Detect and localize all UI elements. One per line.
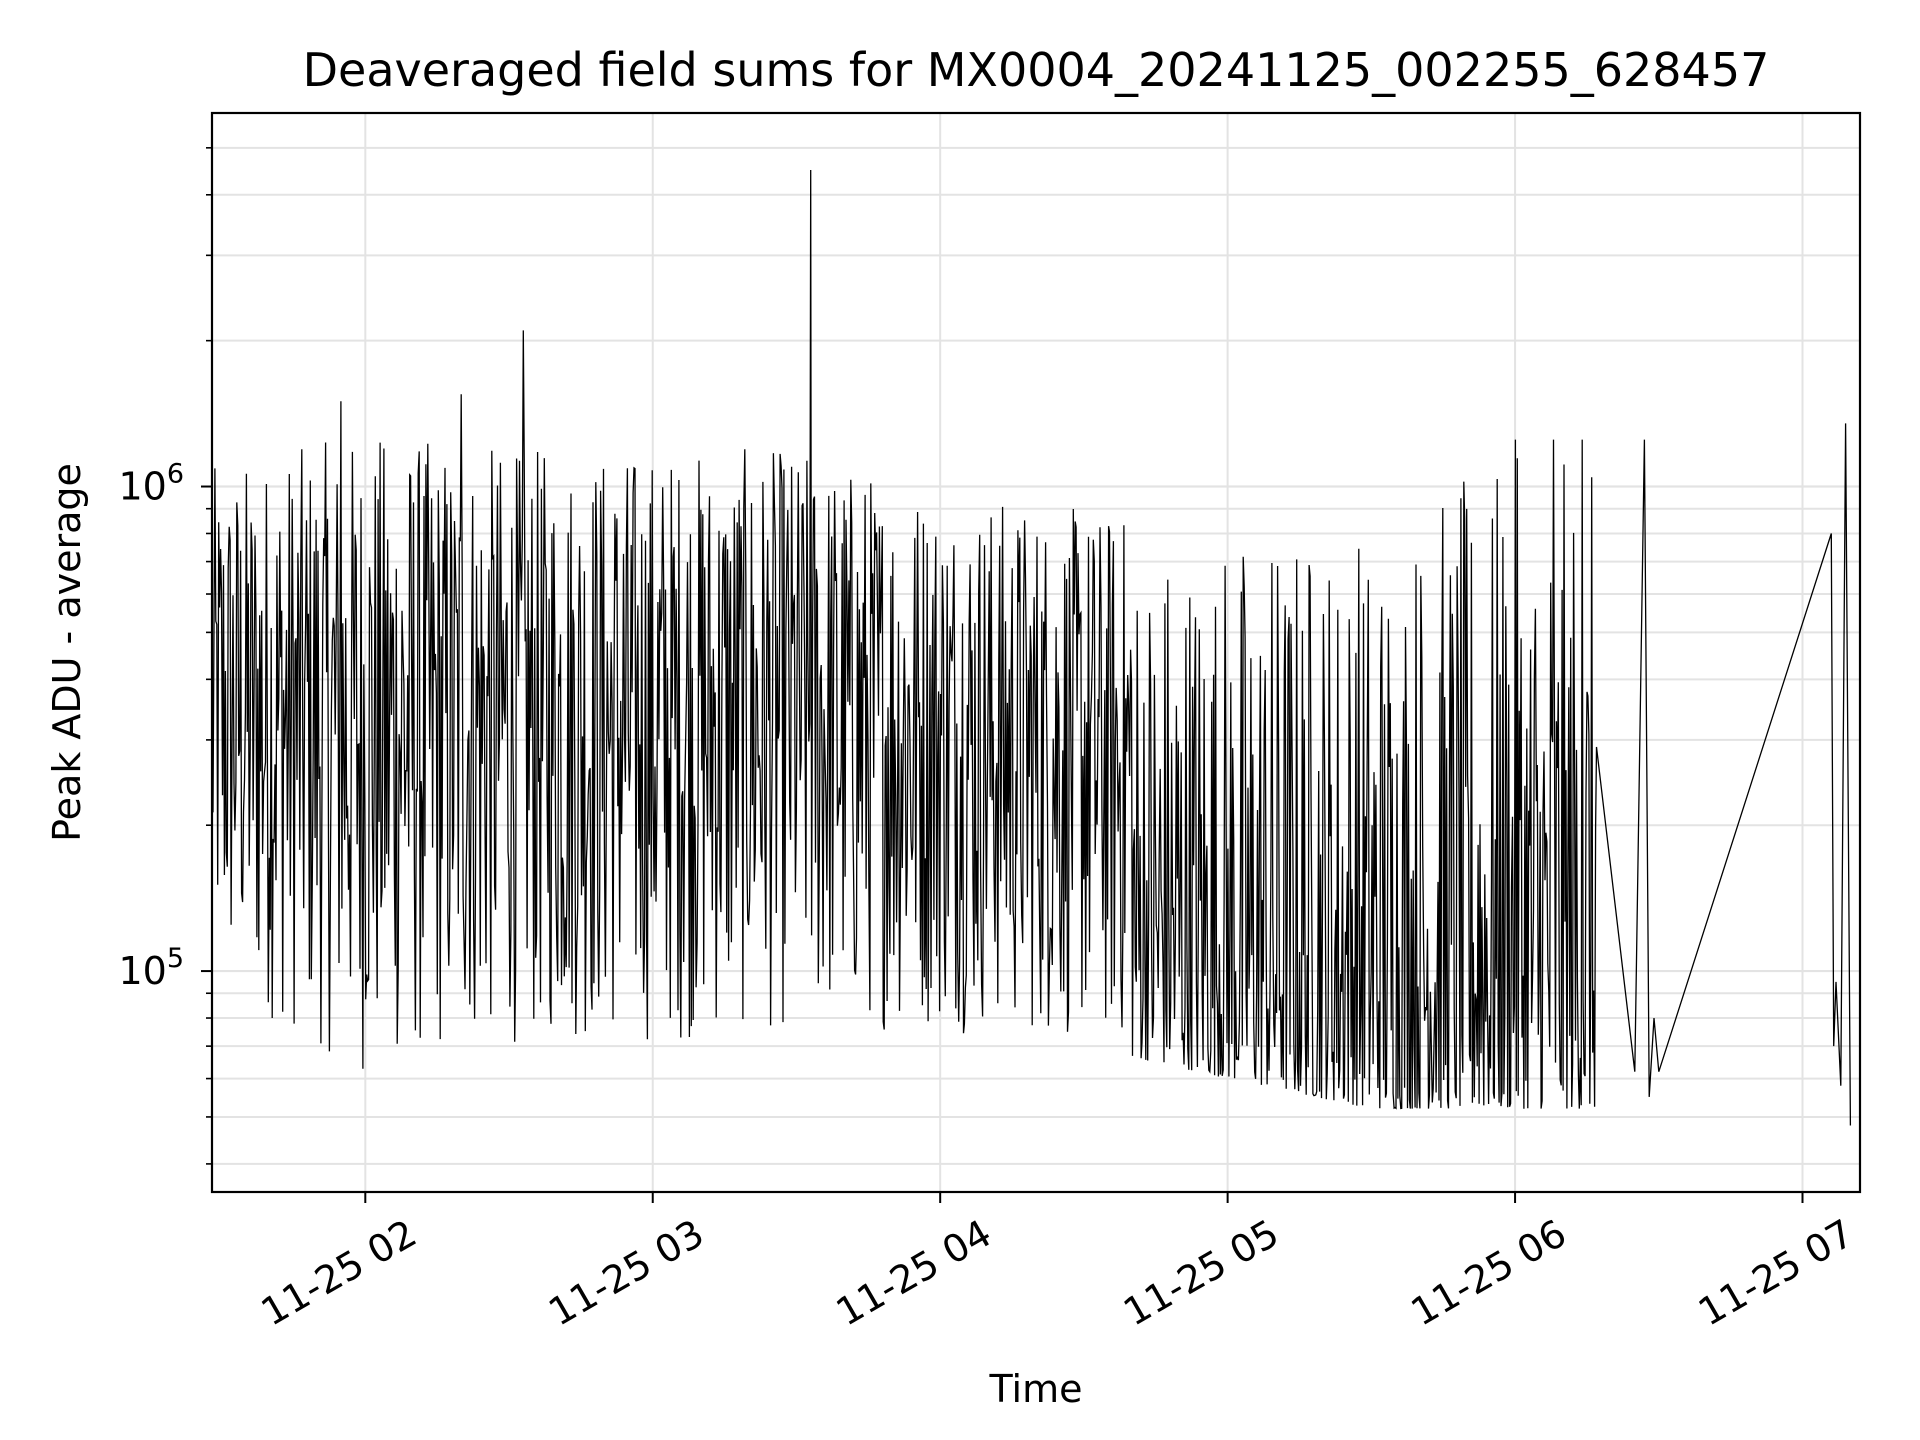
y-tick-label: 106 (118, 459, 184, 509)
series-layer (211, 169, 1852, 1126)
chart-title: Deaveraged field sums for MX0004_2024112… (303, 43, 1770, 97)
series-line (211, 169, 1852, 1126)
y-axis: 105 106 (118, 147, 212, 1165)
plot-frame (210, 111, 1862, 1194)
x-axis-label: Time (989, 1367, 1083, 1411)
y-tick-label: 105 (118, 943, 184, 993)
y-axis-label: Peak ADU - average (45, 463, 89, 842)
